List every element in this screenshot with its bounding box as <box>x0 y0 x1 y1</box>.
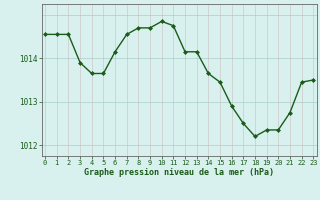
X-axis label: Graphe pression niveau de la mer (hPa): Graphe pression niveau de la mer (hPa) <box>84 168 274 177</box>
